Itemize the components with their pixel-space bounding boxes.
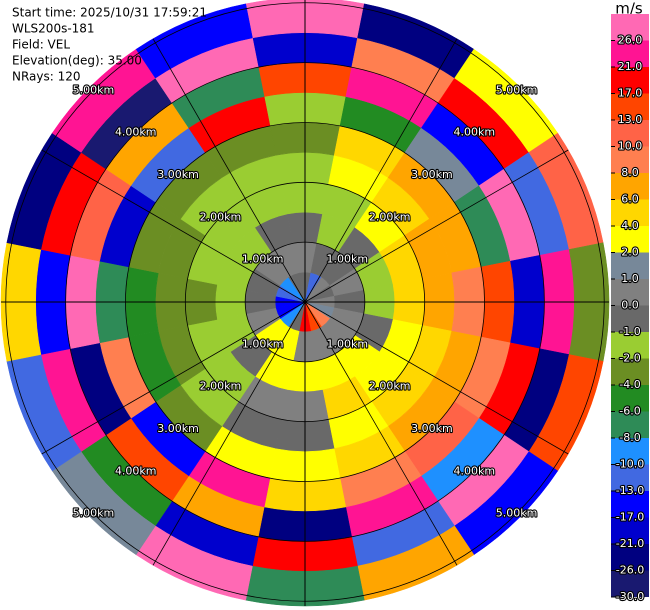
colorbar-segment (611, 544, 649, 571)
spoke (304, 149, 569, 303)
colorbar-segment (611, 279, 649, 306)
colorbar-segment (611, 67, 649, 94)
colorbar-segment (611, 120, 649, 147)
colorbar-segment (611, 517, 649, 544)
spoke (152, 301, 306, 566)
range-ring-label: 2.00km (200, 380, 242, 393)
colorbar-segment (611, 226, 649, 253)
colorbar-tick-label: 17.0 (618, 87, 643, 100)
colorbar-tick-label: -13.0 (616, 484, 644, 497)
spoke (152, 38, 306, 303)
colorbar-tick-label: -6.0 (619, 405, 640, 418)
range-ring-label: 5.00km (496, 507, 538, 520)
colorbar-segment (611, 438, 649, 465)
ppi-field (0, 0, 610, 607)
info-line: Start time: 2025/10/31 17:59:21 (12, 6, 207, 20)
range-ring (184, 181, 426, 423)
colorbar-segment (611, 40, 649, 67)
range-ring-label: 2.00km (369, 380, 411, 393)
range-ring (5, 2, 605, 602)
range-ring-label: 4.00km (115, 126, 157, 139)
info-line: Elevation(deg): 35.00 (12, 54, 142, 68)
range-ring-label: 4.00km (453, 464, 495, 477)
range-ring-label: 5.00km (496, 83, 538, 96)
range-ring-label: 1.00km (327, 253, 369, 266)
colorbar-segment (611, 358, 649, 385)
colorbar-tick-label: 26.0 (618, 34, 643, 47)
colorbar-tick-label: -2.0 (619, 352, 640, 365)
range-ring-label: 3.00km (411, 168, 453, 181)
colorbar-tick-label: 2.0 (621, 246, 639, 259)
spoke (41, 301, 306, 455)
colorbar-segment (611, 93, 649, 120)
overlay: 1.00km 1.00km 1.00km 1.00km 2.00km 2.00km 2.00… (1, 0, 609, 606)
colorbar-tick-label: -8.0 (619, 431, 640, 444)
colorbar-segment (611, 146, 649, 173)
colorbar-tick-label: -4.0 (619, 378, 640, 391)
spoke (304, 38, 458, 303)
info-line: WLS200s-181 (12, 22, 95, 36)
colorbar-tick-label: 4.0 (621, 219, 639, 232)
colorbar-tick-label: -10.0 (616, 458, 644, 471)
range-ring-label: 4.00km (453, 126, 495, 139)
colorbar-tick-label: 21.0 (618, 60, 643, 73)
range-ring-label: 1.00km (242, 253, 284, 266)
info-line: Field: VEL (12, 38, 70, 52)
range-ring-label: 3.00km (157, 422, 199, 435)
spoke (304, 301, 569, 455)
range-ring-label: 1.00km (327, 337, 369, 350)
colorbar-title: m/s (615, 0, 643, 18)
colorbar-segment (611, 305, 649, 332)
colorbar-tick-label: 13.0 (618, 113, 643, 126)
colorbar-segment (611, 252, 649, 279)
range-ring (65, 62, 545, 542)
colorbar-segment (611, 332, 649, 359)
range-ring-label: 1.00km (242, 337, 284, 350)
range-ring (244, 241, 366, 363)
colorbar-tick-label: 8.0 (621, 166, 639, 179)
range-ring-label: 2.00km (200, 210, 242, 223)
colorbar-tick-label: 0.0 (621, 299, 639, 312)
spoke (41, 149, 306, 303)
range-ring (125, 122, 485, 482)
range-ring-label: 5.00km (73, 507, 115, 520)
colorbar-tick-label: -30.0 (616, 590, 644, 603)
colorbar-tick-label: 10.0 (618, 140, 643, 153)
colorbar-tick-label: 1.0 (621, 272, 639, 285)
range-ring-label: 2.00km (369, 210, 411, 223)
colorbar-segment (611, 199, 649, 226)
colorbar-segment (611, 491, 649, 518)
colorbar-segment (611, 570, 649, 597)
colorbar-segment (611, 385, 649, 412)
colorbar-segment (611, 464, 649, 491)
colorbar-tick-label: -26.0 (616, 564, 644, 577)
spoke (304, 301, 458, 566)
colorbar-tick-label: -1.0 (619, 325, 640, 338)
range-ring-label: 3.00km (411, 422, 453, 435)
range-ring-label: 5.00km (73, 83, 115, 96)
colorbar-segment (611, 173, 649, 200)
info-line: NRays: 120 (12, 70, 81, 84)
colorbar-tick-label: -17.0 (616, 511, 644, 524)
colorbar-tick-label: -21.0 (616, 537, 644, 550)
colorbar-segment (611, 14, 649, 41)
colorbar-segment (611, 411, 649, 438)
colorbar-tick-label: 6.0 (621, 193, 639, 206)
range-ring-label: 4.00km (115, 464, 157, 477)
range-ring-label: 3.00km (157, 168, 199, 181)
